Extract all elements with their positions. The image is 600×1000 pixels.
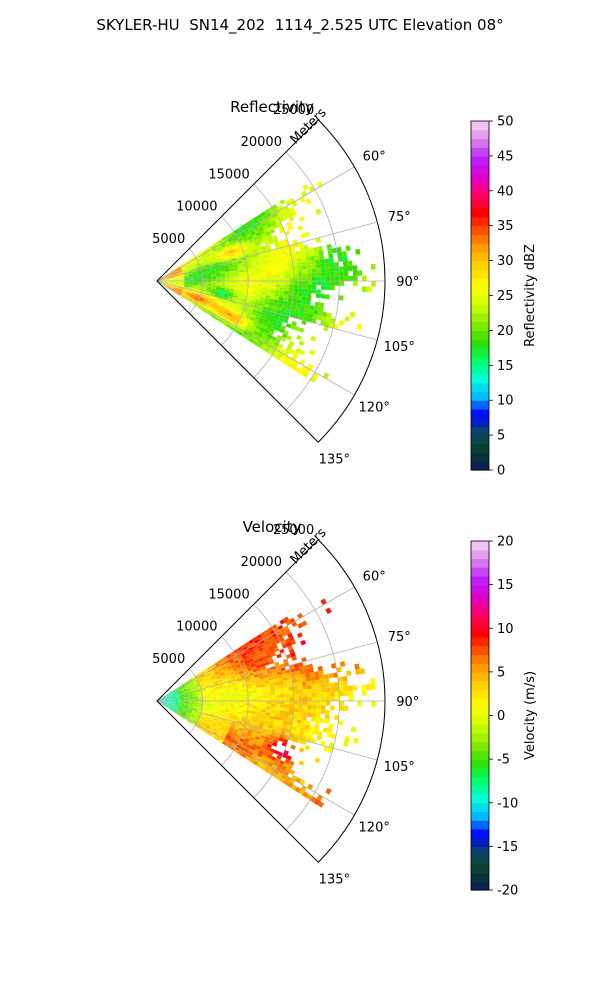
azimuth-gridline [156,221,378,282]
colorbar-tick-label: 45 [497,149,514,164]
colorbar-tick-label: -5 [497,753,510,768]
colorbar-tick-label: 15 [497,578,514,593]
colorbar-tick-label: 20 [497,535,514,550]
theta-tick-label: 135° [319,872,350,887]
colorbar-tick-label: 40 [497,184,514,199]
data-field [157,180,376,383]
panel-title: Reflectivity [230,98,314,116]
colorbar-tick-label: 10 [497,394,514,409]
sector-frame [156,539,386,863]
colorbar-tick-label: -15 [497,840,518,855]
colorbar-tick-label: 25 [497,289,514,304]
azimuth-gridline [156,280,378,341]
theta-tick-label: 120° [359,400,390,415]
colorbar-label: Velocity (m/s) [523,671,538,760]
theta-tick-label: 60° [363,570,386,585]
colorbar: 0 5 10 15 20 25 30 35 40 45 50 Reflectivity dBZ [470,115,538,479]
colorbar-tick-label: 10 [497,622,514,637]
reflectivity-panel: Reflectivity500010000150002000025000Mete… [152,98,538,479]
r-tick-label: 20000 [241,135,282,150]
azimuth-gridline [156,280,355,396]
colorbar-tick-label: 5 [497,429,505,444]
colorbar-tick-label: -20 [497,884,518,899]
colorbar-tick-label: 5 [497,665,505,680]
theta-tick-label: 75° [388,630,411,645]
theta-tick-label: 75° [388,210,411,225]
azimuth-gridline [156,700,378,761]
velocity-panel: Velocity500010000150002000025000Meters60… [152,518,538,899]
colorbar-tick-label: 50 [497,115,514,130]
r-tick-label: 15000 [208,587,249,602]
r-tick-label: 5000 [152,232,185,247]
theta-tick-label: 90° [396,695,419,710]
colorbar-tick-label: -10 [497,796,518,811]
colorbar-tick-label: 0 [497,709,505,724]
theta-tick-label: 105° [384,340,415,355]
r-tick-label: 25000 [273,103,314,118]
colorbar-tick-label: 15 [497,359,514,374]
r-tick-label: 5000 [152,652,185,667]
r-tick-label: 20000 [241,555,282,570]
azimuth-gridline [156,586,355,702]
r-tick-label: 15000 [208,167,249,182]
figure-title: SKYLER-HU SN14_202 1114_2.525 UTC Elevat… [96,16,504,34]
sector-frame [156,119,386,443]
azimuth-gridline [156,700,355,816]
colorbar-label: Reflectivity dBZ [523,244,538,347]
colorbar: -20 -15 -10 -5 0 5 10 15 20 Velocity (m/s) [470,535,538,899]
r-tick-label: 25000 [273,523,314,538]
theta-tick-label: 105° [384,760,415,775]
colorbar-tick-label: 30 [497,254,514,269]
theta-tick-label: 60° [363,150,386,165]
azimuth-gridline [156,166,355,282]
theta-tick-label: 90° [396,275,419,290]
azimuth-gridline [156,641,378,702]
r-tick-label: 10000 [176,620,217,635]
r-tick-label: 10000 [176,200,217,215]
theta-tick-label: 120° [359,820,390,835]
data-field [157,598,376,808]
colorbar-tick-label: 0 [497,464,505,479]
panel-title: Velocity [243,518,302,536]
colorbar-tick-label: 20 [497,324,514,339]
theta-tick-label: 135° [319,452,350,467]
colorbar-tick-label: 35 [497,219,514,234]
